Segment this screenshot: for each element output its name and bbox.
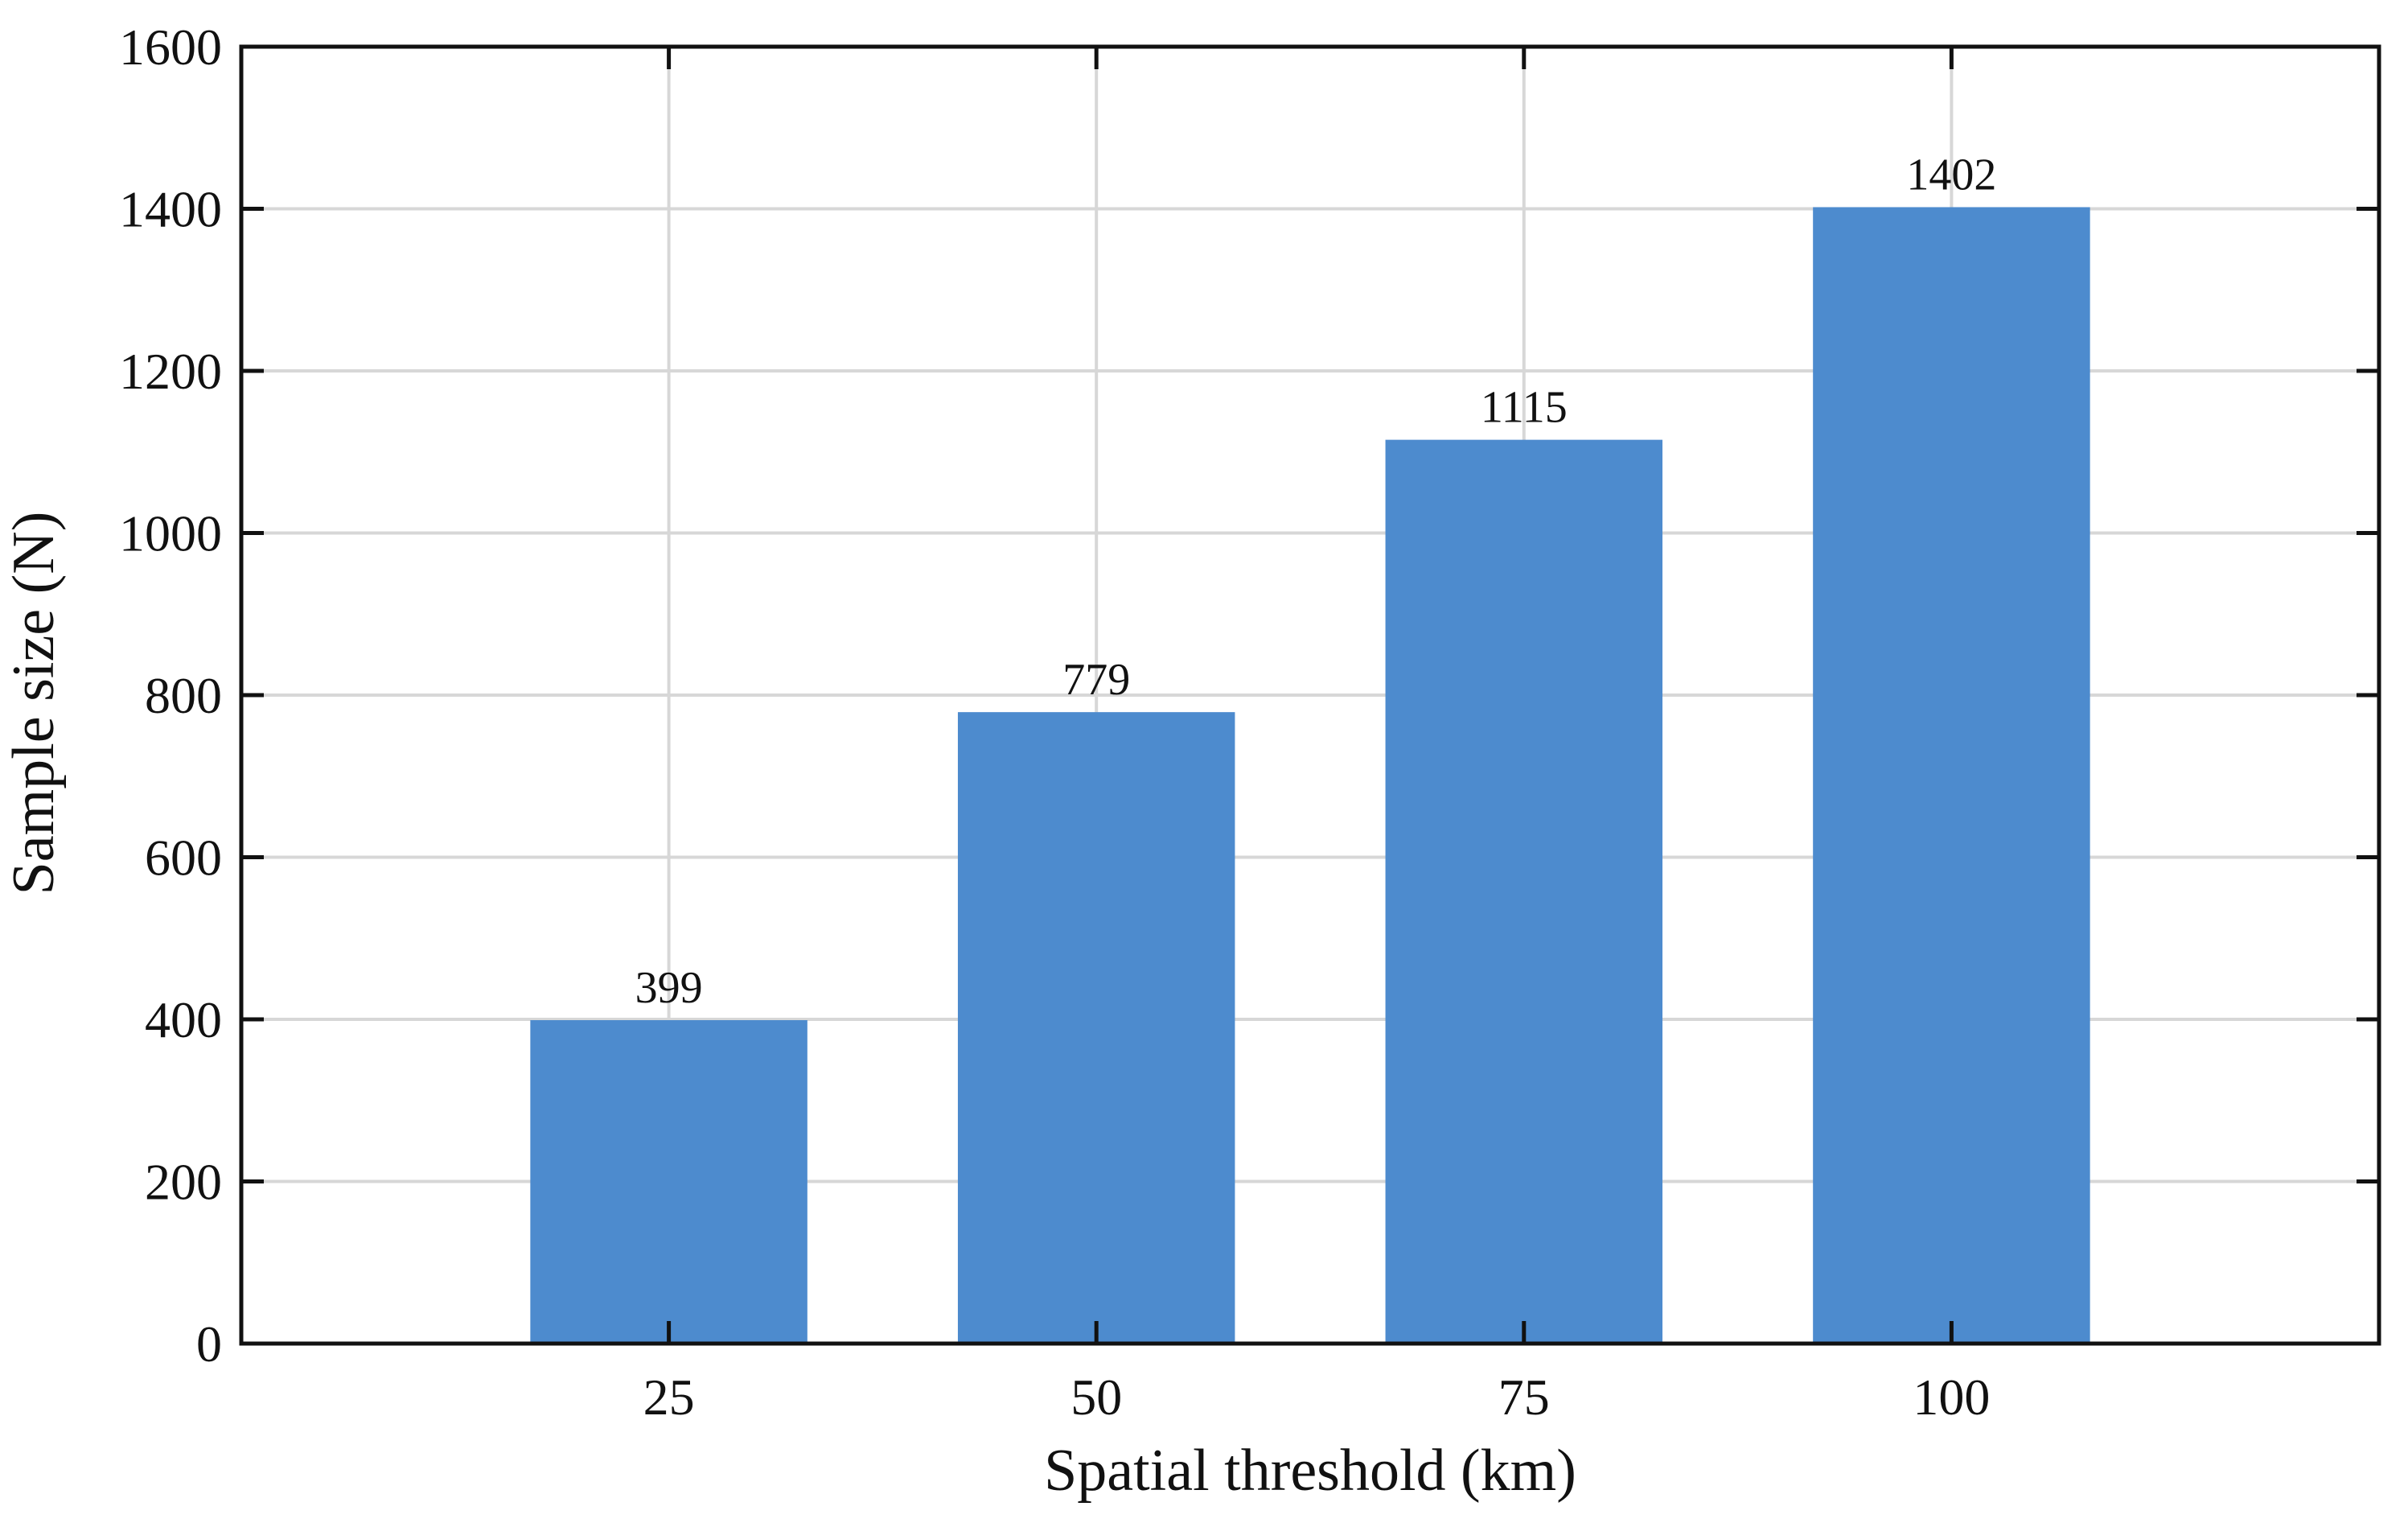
x-tick-label-50: 50 <box>1070 1369 1122 1426</box>
y-tick-label-400: 400 <box>145 991 222 1048</box>
data-label-75: 1115 <box>1481 383 1568 433</box>
data-label-25: 399 <box>635 963 703 1013</box>
y-tick-label-1400: 1400 <box>119 181 222 238</box>
x-tick-label-25: 25 <box>643 1369 695 1426</box>
data-label-100: 1402 <box>1906 150 1996 200</box>
y-tick-label-800: 800 <box>145 667 222 724</box>
x-tick-label-75: 75 <box>1498 1369 1550 1426</box>
y-tick-label-0: 0 <box>196 1315 222 1373</box>
x-tick-label-100: 100 <box>1913 1369 1990 1426</box>
y-tick-label-1600: 1600 <box>119 19 222 76</box>
bar-25 <box>530 1020 807 1344</box>
bar-50 <box>957 712 1235 1344</box>
data-label-50: 779 <box>1062 655 1130 705</box>
y-tick-label-1000: 1000 <box>119 505 222 562</box>
y-tick-label-200: 200 <box>145 1154 222 1211</box>
bars <box>530 207 2090 1344</box>
y-tick-label-1200: 1200 <box>119 343 222 400</box>
labels: 0 200 400 600 800 1000 1200 1400 1600 25 399 50 779 7… <box>119 19 1996 1426</box>
y-tick-label-600: 600 <box>145 829 222 887</box>
bar-75 <box>1385 439 1663 1344</box>
bar-100 <box>1813 207 2090 1344</box>
x-axis-title: Spatial threshold (km) <box>1044 1438 1576 1504</box>
y-axis-title: Sample size (N) <box>1 512 67 895</box>
axis-ticks <box>241 44 2379 1346</box>
